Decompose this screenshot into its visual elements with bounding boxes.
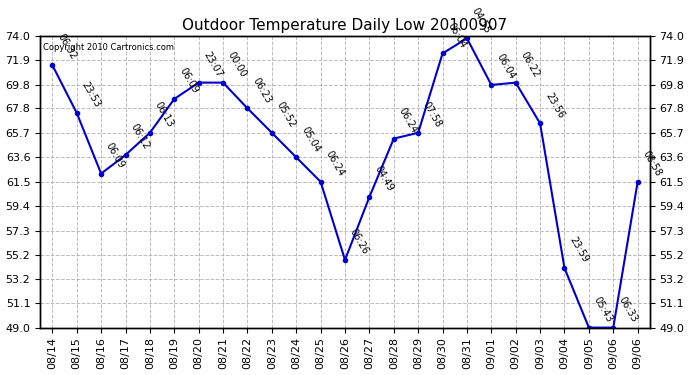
Text: 06:24: 06:24 xyxy=(397,106,420,135)
Text: 06:26: 06:26 xyxy=(348,227,371,256)
Text: 06:22: 06:22 xyxy=(519,50,541,79)
Text: 06:24: 06:24 xyxy=(324,149,346,178)
Text: 06:09: 06:09 xyxy=(177,66,199,96)
Text: 08:58: 08:58 xyxy=(640,149,663,178)
Text: 00:00: 00:00 xyxy=(226,50,248,79)
Text: 04:49: 04:49 xyxy=(373,164,395,194)
Text: 23:07: 23:07 xyxy=(201,50,224,79)
Text: 23:56: 23:56 xyxy=(543,91,566,120)
Text: 23:59: 23:59 xyxy=(567,236,590,265)
Text: 05:43: 05:43 xyxy=(592,295,614,324)
Text: 06:12: 06:12 xyxy=(128,122,151,152)
Text: Copyright 2010 Cartronics.com: Copyright 2010 Cartronics.com xyxy=(43,43,174,52)
Text: 07:58: 07:58 xyxy=(421,100,444,129)
Text: 06:04: 06:04 xyxy=(494,53,517,81)
Text: 06:04: 06:04 xyxy=(446,21,468,50)
Text: 06:09: 06:09 xyxy=(104,141,126,170)
Text: 04:55: 04:55 xyxy=(470,6,493,35)
Text: 05:52: 05:52 xyxy=(275,100,297,129)
Text: 06:23: 06:23 xyxy=(250,76,273,105)
Title: Outdoor Temperature Daily Low 20100907: Outdoor Temperature Daily Low 20100907 xyxy=(182,18,508,33)
Text: 06:32: 06:32 xyxy=(55,33,78,62)
Text: 06:33: 06:33 xyxy=(616,295,639,324)
Text: 05:04: 05:04 xyxy=(299,124,322,154)
Text: 23:53: 23:53 xyxy=(79,80,102,110)
Text: 06:13: 06:13 xyxy=(152,100,175,129)
